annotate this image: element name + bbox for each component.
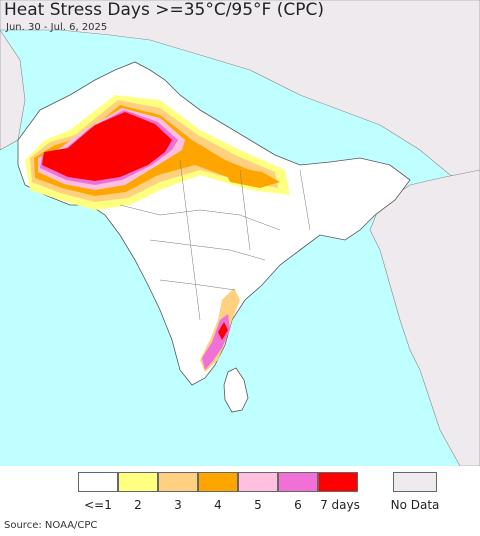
legend-label-7: 7 days [320,498,360,512]
legend-swatch-1 [78,472,118,492]
legend-swatch-4 [198,472,238,492]
legend-label-4: 4 [214,498,222,512]
heat-stress-map [0,0,480,466]
source-credit: Source: NOAA/CPC [4,520,98,531]
map-title: Heat Stress Days >=35°C/95°F (CPC) [4,0,324,20]
zone-coastal-7 [218,322,228,340]
legend-label-5: 5 [254,498,262,512]
map-subtitle: Jun. 30 - Jul. 6, 2025 [6,22,108,33]
legend-swatch-5 [238,472,278,492]
no-data-land-north [0,0,480,181]
legend-label-1: <=1 [84,498,112,512]
legend-swatch-7 [318,472,358,492]
legend-swatch-2 [118,472,158,492]
legend-label-2: 2 [134,498,142,512]
legend-label-6: 6 [294,498,302,512]
legend-swatch-nodata [393,472,437,492]
legend-label-3: 3 [174,498,182,512]
zone-7 [42,112,172,181]
legend-label-nodata: No Data [390,498,440,512]
legend-swatch-3 [158,472,198,492]
legend: <=1 2 3 4 5 6 7 days No Data [0,466,480,522]
sri-lanka [223,367,249,413]
zone-east-4 [222,165,280,188]
legend-swatch-6 [278,472,318,492]
internal-borders [119,159,311,321]
no-data-land-west [0,29,26,151]
